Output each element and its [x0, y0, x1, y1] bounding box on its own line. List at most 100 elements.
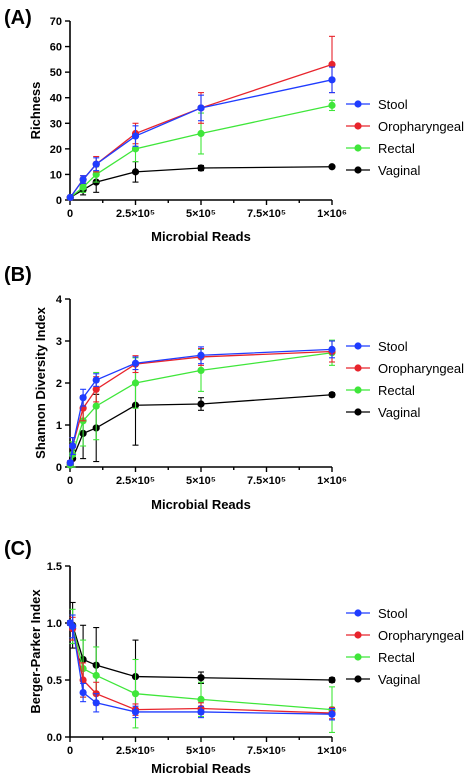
panel-label: (A) — [4, 7, 32, 29]
panel-label: (C) — [4, 538, 32, 560]
x-tick-label: 5×10⁵ — [186, 745, 216, 757]
legend: Stool Oropharyngeal Rectal Vaginal — [346, 339, 464, 420]
data-point — [92, 699, 100, 707]
legend-marker — [354, 144, 362, 152]
legend-marker — [354, 675, 362, 683]
x-tick-label: 2.5×10⁵ — [116, 208, 155, 220]
data-point — [69, 622, 77, 631]
legend-label: Rectal — [378, 141, 415, 156]
y-tick-label: 2 — [56, 378, 62, 390]
legend-label: Rectal — [378, 650, 415, 665]
y-tick-label: 50 — [50, 67, 62, 79]
y-tick-label: 1.5 — [47, 561, 62, 573]
legend-marker — [354, 386, 362, 394]
x-tick-label: 7.5×10⁵ — [247, 475, 286, 487]
series-line — [69, 79, 333, 198]
legend-label: Oropharyngeal — [378, 119, 464, 134]
data-point — [328, 76, 336, 84]
legend-marker — [354, 342, 362, 350]
legend-label: Vaginal — [378, 163, 421, 178]
data-point — [79, 688, 87, 697]
legend-marker — [354, 408, 362, 416]
legend-label: Vaginal — [378, 405, 421, 420]
data-point — [131, 690, 140, 698]
y-axis-title: Shannon Diversity Index — [33, 306, 48, 458]
y-tick-label: 30 — [50, 118, 62, 130]
data-point — [328, 345, 336, 353]
data-point — [131, 145, 140, 153]
legend-marker — [354, 609, 362, 617]
legend-marker — [354, 122, 362, 130]
y-tick-label: 0 — [56, 462, 62, 474]
legend-label: Rectal — [378, 383, 415, 398]
data-point — [92, 160, 100, 168]
legend-label: Oropharyngeal — [378, 361, 464, 376]
y-tick-label: 60 — [50, 42, 62, 54]
x-tick-label: 1×10⁶ — [317, 475, 347, 487]
data-point — [79, 183, 87, 191]
data-point — [328, 163, 336, 171]
data-point — [69, 442, 77, 450]
data-point — [197, 674, 205, 682]
data-point — [328, 710, 336, 718]
legend-marker — [354, 631, 362, 639]
x-tick-label: 2.5×10⁵ — [116, 475, 155, 487]
data-point — [79, 175, 87, 184]
legend-marker — [354, 166, 362, 174]
legend: Stool Oropharyngeal Rectal Vaginal — [346, 97, 464, 178]
data-point — [92, 671, 100, 680]
series-line — [69, 622, 333, 681]
panel-label: (B) — [4, 264, 32, 286]
data-point — [197, 400, 205, 408]
data-point — [328, 676, 336, 684]
x-tick-label: 0 — [67, 745, 73, 757]
data-point — [197, 351, 205, 359]
x-tick-label: 1×10⁶ — [317, 208, 347, 220]
x-axis-title: Microbial Reads — [151, 497, 251, 512]
x-axis-title: Microbial Reads — [151, 761, 251, 776]
legend-label: Vaginal — [378, 672, 421, 687]
y-tick-label: 70 — [50, 16, 62, 28]
data-point — [328, 391, 336, 399]
legend-marker — [354, 364, 362, 372]
legend-label: Stool — [378, 97, 408, 112]
x-tick-label: 0 — [67, 208, 73, 220]
data-point — [131, 168, 140, 176]
x-tick-label: 5×10⁵ — [186, 475, 216, 487]
x-tick-label: 7.5×10⁵ — [247, 745, 286, 757]
series-stool — [66, 66, 336, 202]
data-point — [131, 379, 140, 387]
y-tick-label: 0 — [56, 195, 62, 207]
y-tick-label: 0.0 — [47, 732, 62, 744]
data-point — [131, 359, 140, 367]
data-point — [66, 459, 74, 467]
data-point — [92, 376, 100, 384]
series-stool — [66, 340, 336, 467]
data-point — [197, 164, 205, 172]
x-tick-label: 2.5×10⁵ — [116, 745, 155, 757]
y-tick-label: 40 — [50, 93, 62, 105]
y-tick-label: 10 — [50, 169, 62, 181]
chart-panel-3: (C) 0.0 0.5 1.0 1.5 0 2.5×10⁵ 5×10⁵ 7.5×10⁵ 1×10⁶… — [4, 538, 464, 776]
y-axis-title: Richness — [28, 82, 43, 140]
data-point — [66, 193, 74, 202]
x-tick-label: 7.5×10⁵ — [247, 208, 286, 220]
chart-panel-2: (B) 0 1 2 3 4 0 2.5×10⁵ 5×10⁵ 7.5×10⁵ 1×10⁶ Microbi… — [4, 264, 464, 512]
data-point — [197, 366, 205, 374]
data-point — [328, 101, 336, 109]
legend: Stool Oropharyngeal Rectal Vaginal — [346, 606, 464, 687]
x-tick-label: 0 — [67, 475, 73, 487]
y-axis-title: Berger-Parker Index — [28, 589, 43, 714]
legend-marker — [354, 100, 362, 108]
data-point — [92, 402, 100, 410]
data-point — [197, 129, 205, 138]
y-tick-label: 0.5 — [47, 675, 62, 687]
x-tick-label: 5×10⁵ — [186, 208, 216, 220]
data-point — [92, 170, 100, 179]
x-tick-label: 1×10⁶ — [317, 745, 347, 757]
y-tick-label: 3 — [56, 336, 62, 348]
x-axis-title: Microbial Reads — [151, 229, 251, 244]
legend-label: Stool — [378, 606, 408, 621]
data-point — [131, 132, 140, 140]
